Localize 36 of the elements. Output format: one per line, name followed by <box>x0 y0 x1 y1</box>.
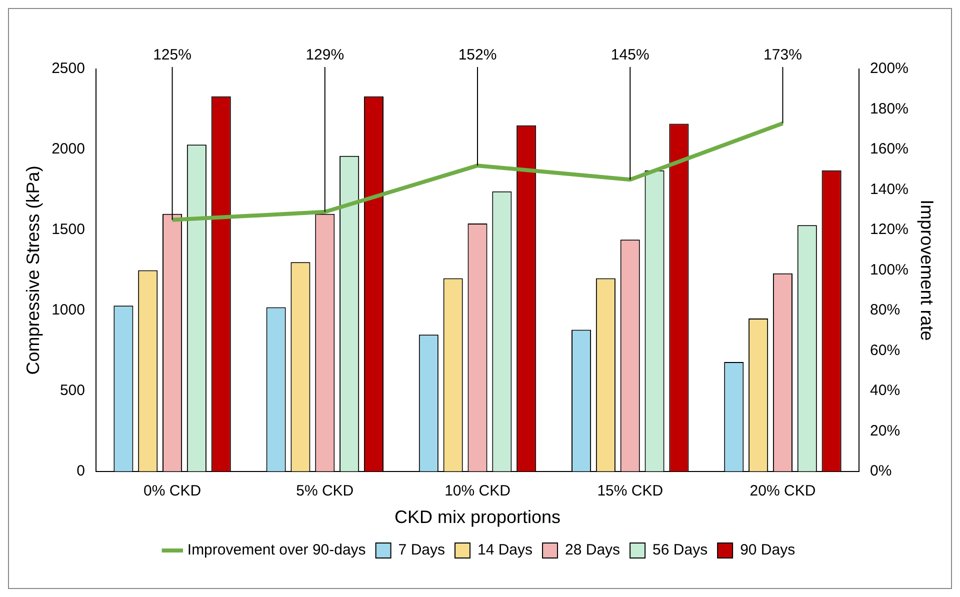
y2-tick-label: 0% <box>870 462 892 480</box>
data-label: 152% <box>458 46 497 64</box>
y2-tick-label: 200% <box>870 60 908 78</box>
y2-tick-label: 80% <box>870 302 900 319</box>
x-tick-label: 5% CKD <box>296 482 354 500</box>
y2-axis-title: Improvement rate <box>917 200 938 341</box>
y-tick-label: 2000 <box>52 140 85 158</box>
y-tick-label: 1000 <box>52 302 85 319</box>
y2-tick-label: 140% <box>870 180 908 198</box>
legend-label: Improvement over 90-days <box>187 542 366 559</box>
y2-tick-label: 120% <box>870 221 908 238</box>
y2-tick-label: 40% <box>870 382 900 400</box>
x-tick-label: 20% CKD <box>750 482 816 500</box>
data-label: 129% <box>306 46 344 64</box>
x-tick-label: 10% CKD <box>444 482 511 500</box>
y2-tick-label: 100% <box>870 261 908 278</box>
x-tick-label: 0% CKD <box>144 482 202 500</box>
y2-tick-label: 160% <box>870 140 908 158</box>
data-label: 125% <box>153 46 192 64</box>
legend-label: 56 Days <box>652 542 708 559</box>
legend-label: 90 Days <box>740 542 796 559</box>
y2-tick-label: 180% <box>870 100 908 118</box>
legend-label: 14 Days <box>477 542 533 559</box>
y2-tick-label: 20% <box>870 422 900 440</box>
y-tick-label: 500 <box>60 382 85 400</box>
data-label: 173% <box>764 46 802 64</box>
data-label: 145% <box>610 46 650 64</box>
y-tick-label: 0 <box>76 462 85 480</box>
y2-tick-label: 60% <box>870 342 900 359</box>
y-tick-label: 2500 <box>52 60 85 78</box>
legend-label: 7 Days <box>398 542 445 559</box>
y-tick-label: 1500 <box>52 221 85 238</box>
x-tick-label: 15% CKD <box>597 482 664 500</box>
x-axis-title: CKD mix proportions <box>394 507 561 528</box>
y-axis-title: Compressive Stress (kPa) <box>22 166 43 375</box>
legend-label: 28 Days <box>565 542 620 559</box>
